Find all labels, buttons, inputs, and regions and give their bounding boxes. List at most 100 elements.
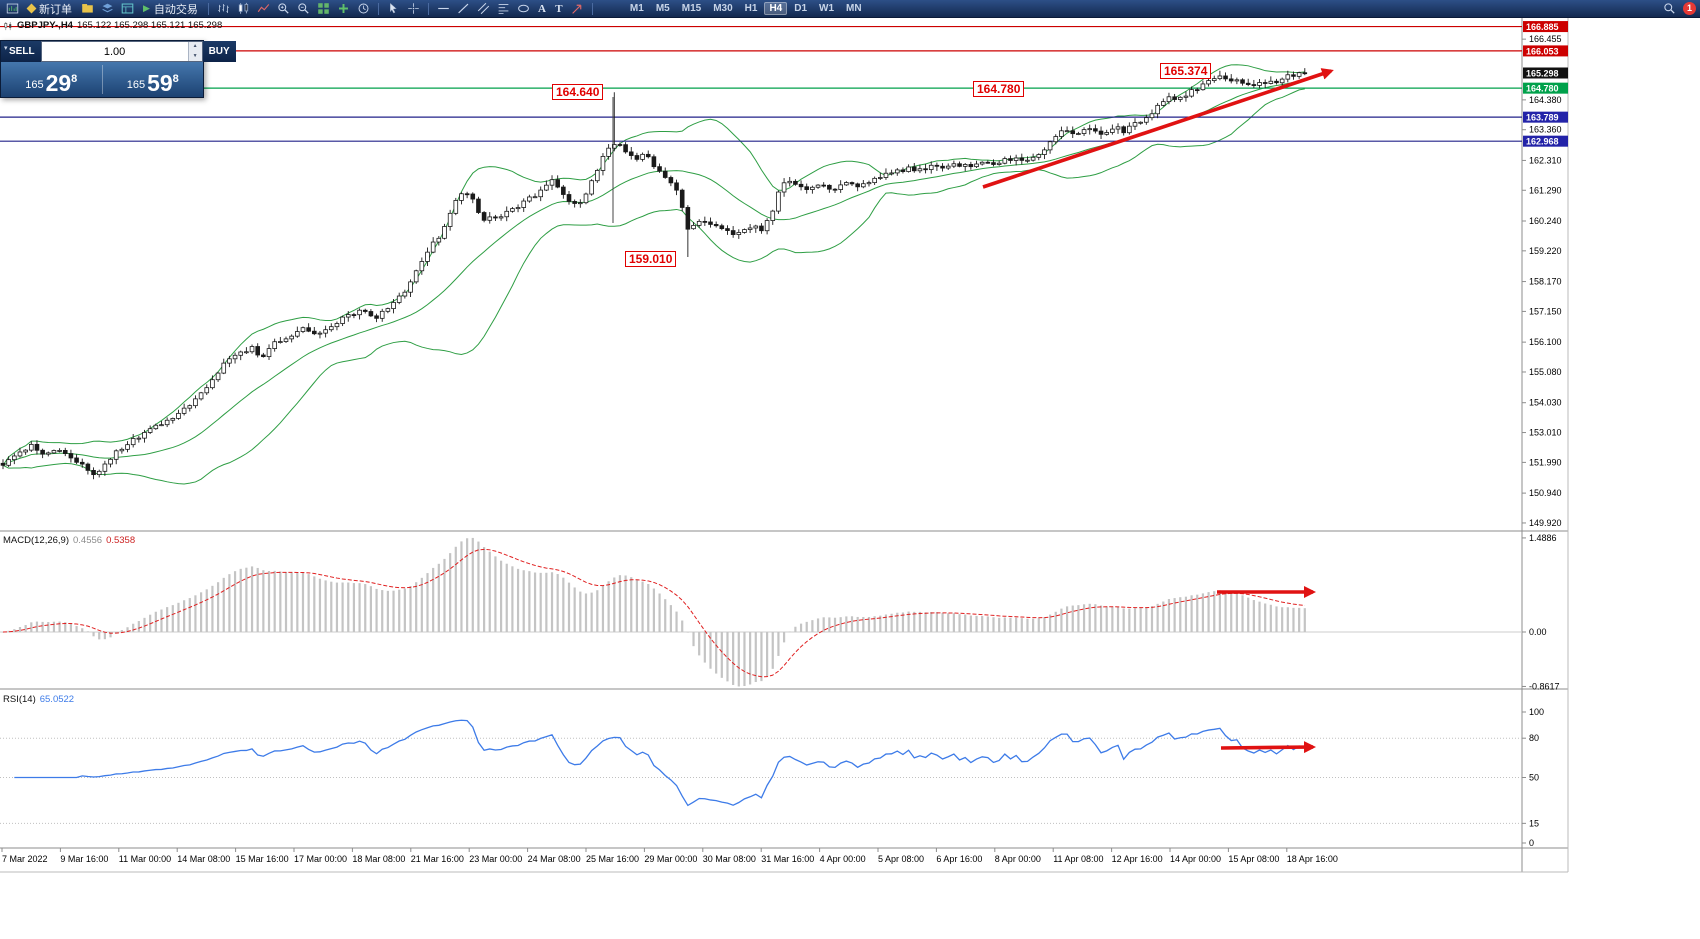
- sell-price[interactable]: 165 29 8: [1, 62, 102, 97]
- notification-badge[interactable]: 1: [1683, 2, 1696, 15]
- text-tool-icon[interactable]: A: [537, 2, 546, 15]
- fibonacci-icon[interactable]: [495, 1, 512, 16]
- macd-value: 0.4556: [73, 535, 103, 546]
- svg-text:0.00: 0.00: [1529, 627, 1547, 637]
- line-chart-icon[interactable]: [255, 1, 272, 16]
- crosshair-icon[interactable]: [405, 1, 422, 16]
- svg-text:165.298: 165.298: [1526, 69, 1559, 79]
- svg-text:7 Mar 2022: 7 Mar 2022: [2, 854, 48, 864]
- horizontal-level-lines[interactable]: [0, 25, 1522, 142]
- timeframe-button-H4[interactable]: H4: [764, 2, 788, 15]
- terminal-icon[interactable]: [119, 1, 136, 16]
- shapes-icon[interactable]: [515, 1, 532, 16]
- autotrading-play-icon: ▶: [143, 3, 150, 13]
- time-axis[interactable]: 7 Mar 2022 9 Mar 16:00 11 Mar 00:00 14 Mar …: [1, 848, 1338, 864]
- buy-price[interactable]: 165 59 8: [103, 62, 204, 97]
- new-order-icon: [26, 3, 37, 14]
- cursor-icon[interactable]: [385, 1, 402, 16]
- svg-text:11 Apr 08:00: 11 Apr 08:00: [1053, 854, 1103, 864]
- periods-icon[interactable]: [355, 1, 372, 16]
- timeframe-button-M30[interactable]: M30: [713, 3, 733, 14]
- sell-price-big: 29: [45, 70, 72, 96]
- svg-text:15 Apr 08:00: 15 Apr 08:00: [1228, 854, 1279, 864]
- macd-label: MACD(12,26,9) 0.4556 0.5358: [3, 535, 135, 546]
- svg-text:100: 100: [1529, 707, 1544, 717]
- channel-icon[interactable]: [475, 1, 492, 16]
- svg-text:151.990: 151.990: [1529, 457, 1562, 467]
- analysis-annotations[interactable]: [612, 68, 1334, 754]
- sell-price-head: 165: [25, 79, 44, 91]
- svg-text:24 Mar 08:00: 24 Mar 08:00: [528, 854, 581, 864]
- bar-chart-icon[interactable]: [215, 1, 232, 16]
- toolbar-separator: [427, 2, 429, 15]
- timeframe-button-MN[interactable]: MN: [846, 3, 862, 14]
- search-icon[interactable]: [1661, 1, 1678, 16]
- svg-text:15: 15: [1529, 818, 1539, 828]
- tile-windows-icon[interactable]: [315, 1, 332, 16]
- volume-decrease-button[interactable]: ▼: [188, 51, 202, 61]
- volume-input[interactable]: [41, 42, 188, 61]
- arrows-tool-icon[interactable]: [569, 1, 586, 16]
- svg-text:80: 80: [1529, 733, 1539, 743]
- svg-text:166.885: 166.885: [1526, 22, 1559, 32]
- macd-name: MACD(12,26,9): [3, 535, 69, 546]
- svg-text:50: 50: [1529, 773, 1539, 783]
- candlestick-chart-icon[interactable]: [235, 1, 252, 16]
- timeframe-button-W1[interactable]: W1: [819, 3, 835, 14]
- timeframe-button-M5[interactable]: M5: [655, 3, 670, 14]
- horizontal-line-icon[interactable]: [435, 1, 452, 16]
- charts-icon[interactable]: [79, 1, 96, 16]
- buy-price-head: 165: [126, 79, 146, 91]
- toolbar-separator: [377, 2, 379, 15]
- one-click-price-row: 165 29 8 165 59 8: [1, 62, 203, 97]
- svg-text:157.150: 157.150: [1529, 306, 1562, 316]
- zoom-in-icon[interactable]: [275, 1, 292, 16]
- svg-text:159.220: 159.220: [1529, 246, 1562, 256]
- autotrading-button[interactable]: ▶ 自动交易: [139, 1, 202, 17]
- svg-text:1.4886: 1.4886: [1529, 533, 1557, 543]
- chart-window-icon[interactable]: [4, 1, 21, 16]
- volume-stepper: ▲ ▼: [187, 42, 202, 61]
- main-toolbar: 新订单 ▶ 自动交易 A T M1 M5 M15 M30 H1 H4 D1 W1 MN 1: [0, 0, 1700, 18]
- timeframe-button-M15[interactable]: M15: [681, 3, 702, 14]
- svg-text:150.940: 150.940: [1529, 488, 1562, 498]
- svg-text:14 Apr 00:00: 14 Apr 00:00: [1170, 854, 1221, 864]
- svg-text:21 Mar 16:00: 21 Mar 16:00: [411, 854, 464, 864]
- sell-price-sup: 8: [71, 73, 78, 85]
- trendline-icon[interactable]: [455, 1, 472, 16]
- label-tool-icon[interactable]: T: [555, 2, 563, 15]
- svg-text:9 Mar 16:00: 9 Mar 16:00: [60, 854, 108, 864]
- buy-button[interactable]: BUY: [202, 41, 236, 62]
- new-order-button[interactable]: 新订单: [24, 1, 76, 17]
- svg-text:163.360: 163.360: [1529, 125, 1562, 135]
- svg-text:14 Mar 08:00: 14 Mar 08:00: [177, 854, 230, 864]
- svg-text:166.455: 166.455: [1529, 34, 1562, 44]
- svg-text:6 Apr 16:00: 6 Apr 16:00: [936, 854, 982, 864]
- price-axis[interactable]: 166.455 164.380 163.360 162.310 161.290 160.2…: [1522, 21, 1568, 528]
- indicators-icon[interactable]: [335, 1, 352, 16]
- zoom-out-icon[interactable]: [295, 1, 312, 16]
- chart-ohlc-values: 165.122 165.298 165.121 165.298: [76, 20, 223, 31]
- volume-increase-button[interactable]: ▲: [188, 42, 202, 52]
- timeframe-group: M1 M5 M15 M30 H1 H4 D1 W1 MN: [625, 2, 867, 15]
- chart-title-bar: GBPJPY-,H4 165.122 165.298 165.121 165.2…: [3, 20, 222, 31]
- svg-text:164.380: 164.380: [1529, 95, 1562, 105]
- svg-text:18 Apr 16:00: 18 Apr 16:00: [1287, 854, 1338, 864]
- sell-button[interactable]: SELL: [1, 41, 41, 62]
- timeframe-button-M1[interactable]: M1: [629, 3, 644, 14]
- one-click-collapse-icon[interactable]: ▾: [4, 45, 8, 52]
- svg-text:158.170: 158.170: [1529, 277, 1562, 287]
- toolbar-separator: [207, 2, 209, 15]
- svg-text:12 Apr 16:00: 12 Apr 16:00: [1112, 854, 1163, 864]
- timeframe-button-D1[interactable]: D1: [794, 3, 808, 14]
- svg-text:155.080: 155.080: [1529, 367, 1562, 377]
- profiles-icon[interactable]: [99, 1, 116, 16]
- rsi-value: 65.0522: [39, 694, 75, 705]
- svg-text:23 Mar 00:00: 23 Mar 00:00: [469, 854, 522, 864]
- timeframe-button-H1[interactable]: H1: [744, 3, 758, 14]
- svg-text:11 Mar 00:00: 11 Mar 00:00: [119, 854, 171, 864]
- macd-histogram: [1, 537, 1306, 687]
- svg-text:162.310: 162.310: [1529, 155, 1562, 165]
- svg-text:163.789: 163.789: [1526, 113, 1559, 123]
